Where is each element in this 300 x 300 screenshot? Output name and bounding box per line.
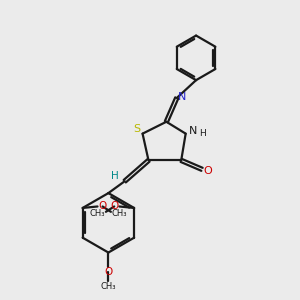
Text: H: H [199,129,206,138]
Text: S: S [133,124,140,134]
Text: O: O [98,201,107,211]
Text: N: N [178,92,186,102]
Text: CH₃: CH₃ [90,209,105,218]
Text: O: O [203,166,212,176]
Text: O: O [110,201,118,211]
Text: H: H [111,171,119,181]
Text: CH₃: CH₃ [100,282,116,291]
Text: O: O [104,268,112,278]
Text: N: N [189,126,197,136]
Text: CH₃: CH₃ [112,209,127,218]
